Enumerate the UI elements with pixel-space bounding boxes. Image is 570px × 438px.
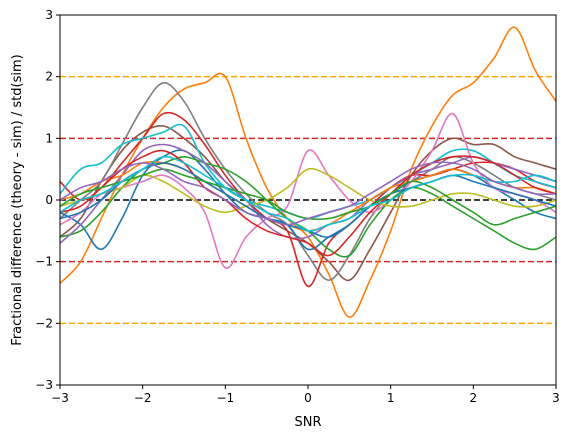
x-tick-label: −3 bbox=[51, 391, 69, 405]
series-line-7 bbox=[60, 112, 556, 269]
x-tick-label: −2 bbox=[134, 391, 152, 405]
x-tick-label: 0 bbox=[304, 391, 312, 405]
x-tick-label: 3 bbox=[552, 391, 560, 405]
series-line-15 bbox=[60, 155, 556, 232]
series-line-16 bbox=[60, 161, 556, 226]
x-tick-label: 2 bbox=[470, 391, 478, 405]
y-tick-label: 2 bbox=[45, 70, 53, 84]
series-lines bbox=[60, 26, 556, 318]
x-tick-label: 1 bbox=[387, 391, 395, 405]
y-tick-label: −2 bbox=[35, 316, 53, 330]
axes: −3 −2 −1 0 1 2 3 −3 −2 −1 0 1 2 3 bbox=[35, 8, 560, 405]
y-tick-label: 3 bbox=[45, 8, 53, 22]
y-tick-label: −3 bbox=[35, 378, 53, 392]
y-axis-label: Fractional difference (theory - sim) / s… bbox=[10, 54, 25, 345]
y-tick-label: −1 bbox=[35, 255, 53, 269]
y-tick-label: 0 bbox=[45, 193, 53, 207]
x-axis-label: SNR bbox=[294, 415, 321, 430]
x-tick-label: −1 bbox=[216, 391, 234, 405]
series-line-12 bbox=[60, 149, 556, 257]
y-tick-label: 1 bbox=[45, 131, 53, 145]
